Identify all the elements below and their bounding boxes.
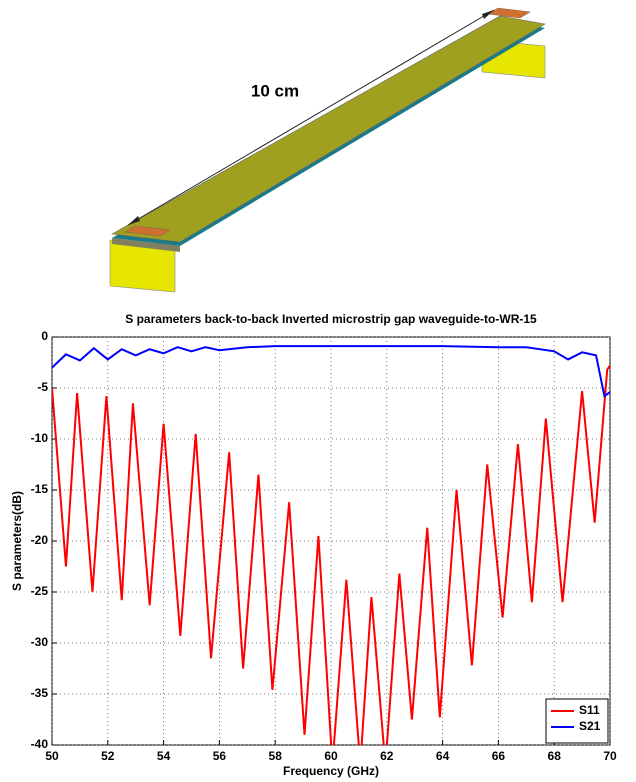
- x-tick-label: 56: [213, 749, 227, 763]
- y-tick-label: -5: [37, 380, 48, 394]
- legend-label: S21: [579, 719, 601, 733]
- y-tick-label: -40: [31, 737, 49, 751]
- y-tick-label: -20: [31, 533, 49, 547]
- x-tick-label: 52: [101, 749, 115, 763]
- legend-label: S11: [579, 703, 600, 717]
- x-tick-label: 58: [269, 749, 283, 763]
- x-axis-label: Frequency (GHz): [283, 764, 379, 778]
- x-tick-label: 66: [492, 749, 506, 763]
- x-tick-label: 62: [380, 749, 394, 763]
- x-tick-label: 64: [436, 749, 450, 763]
- x-tick-label: 50: [45, 749, 59, 763]
- y-tick-label: -35: [31, 686, 49, 700]
- y-axis-label: S parameters(dB): [10, 491, 24, 591]
- y-tick-label: -30: [31, 635, 49, 649]
- x-tick-label: 68: [548, 749, 562, 763]
- y-tick-label: -10: [31, 431, 49, 445]
- y-tick-label: -25: [31, 584, 49, 598]
- figure: 10 cm S parameters back-to-back Inverted…: [0, 0, 636, 782]
- x-tick-label: 60: [324, 749, 338, 763]
- y-tick-label: 0: [41, 329, 48, 343]
- y-tick-label: -15: [31, 482, 49, 496]
- x-tick-label: 70: [603, 749, 617, 763]
- x-tick-label: 54: [157, 749, 171, 763]
- device-render: [110, 8, 545, 292]
- dimension-label: 10 cm: [251, 81, 299, 100]
- chart-title: S parameters back-to-back Inverted micro…: [125, 312, 537, 326]
